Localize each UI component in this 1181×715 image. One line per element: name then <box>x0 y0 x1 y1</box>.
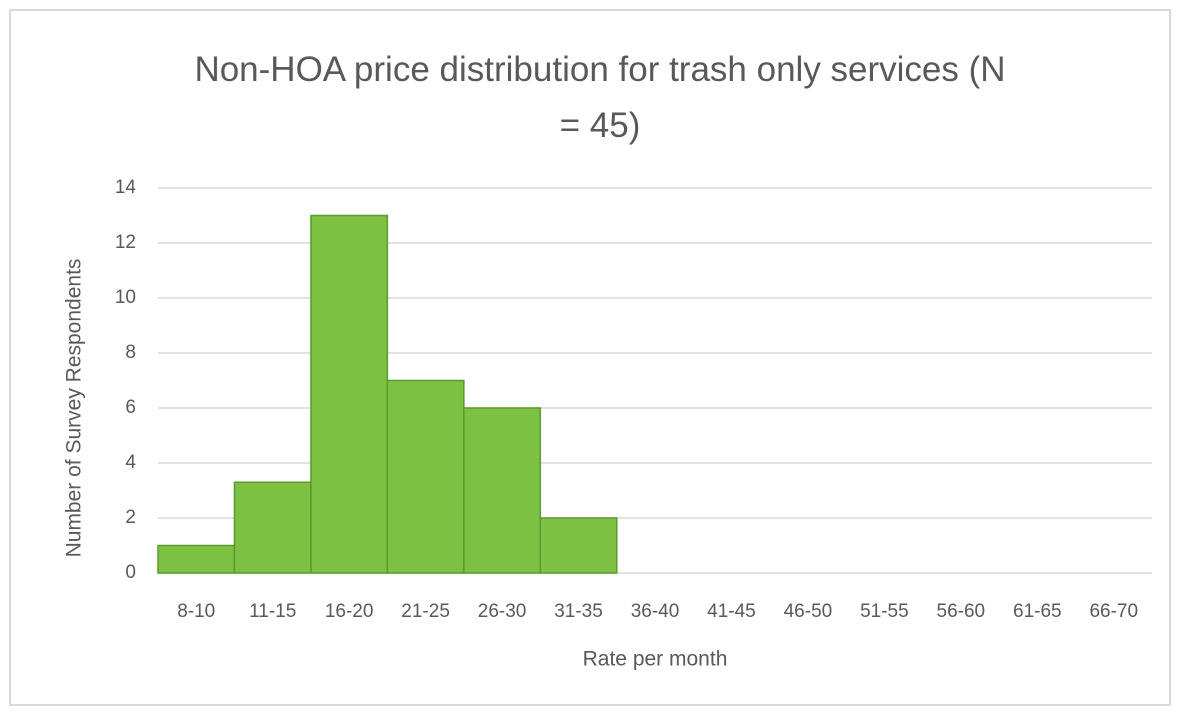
bar <box>310 214 389 574</box>
bar <box>463 407 542 574</box>
y-tick-label: 8 <box>125 342 136 363</box>
chart-title: Non-HOA price distribution for trash onl… <box>194 50 1006 145</box>
y-tick-label: 6 <box>125 397 136 418</box>
y-tick-label: 14 <box>115 177 137 198</box>
y-tick-label: 10 <box>115 287 136 308</box>
x-tick-label: 31-35 <box>554 601 603 622</box>
y-axis-label: Number of Survey Respondents <box>63 259 86 558</box>
chart-frame <box>9 9 1171 706</box>
bar <box>233 481 312 574</box>
x-tick-label: 8-10 <box>177 601 215 622</box>
bar <box>539 517 618 574</box>
y-tick-label: 0 <box>125 562 136 583</box>
x-tick-label: 51-55 <box>860 601 909 622</box>
y-tick-label: 12 <box>115 232 136 253</box>
x-tick-label: 36-40 <box>631 601 680 622</box>
y-tick-label: 4 <box>125 452 136 473</box>
x-tick-label: 66-70 <box>1089 601 1138 622</box>
bar <box>157 544 236 574</box>
x-tick-label: 16-20 <box>325 601 374 622</box>
x-tick-label: 21-25 <box>401 601 450 622</box>
x-tick-label: 56-60 <box>937 601 986 622</box>
x-tick-label: 46-50 <box>784 601 833 622</box>
x-axis-label: Rate per month <box>583 648 728 671</box>
x-tick-label: 61-65 <box>1013 601 1062 622</box>
x-tick-label: 11-15 <box>249 601 296 622</box>
x-tick-label: 41-45 <box>707 601 756 622</box>
y-tick-label: 2 <box>125 507 136 528</box>
x-tick-label: 26-30 <box>478 601 527 622</box>
bar <box>386 379 465 574</box>
